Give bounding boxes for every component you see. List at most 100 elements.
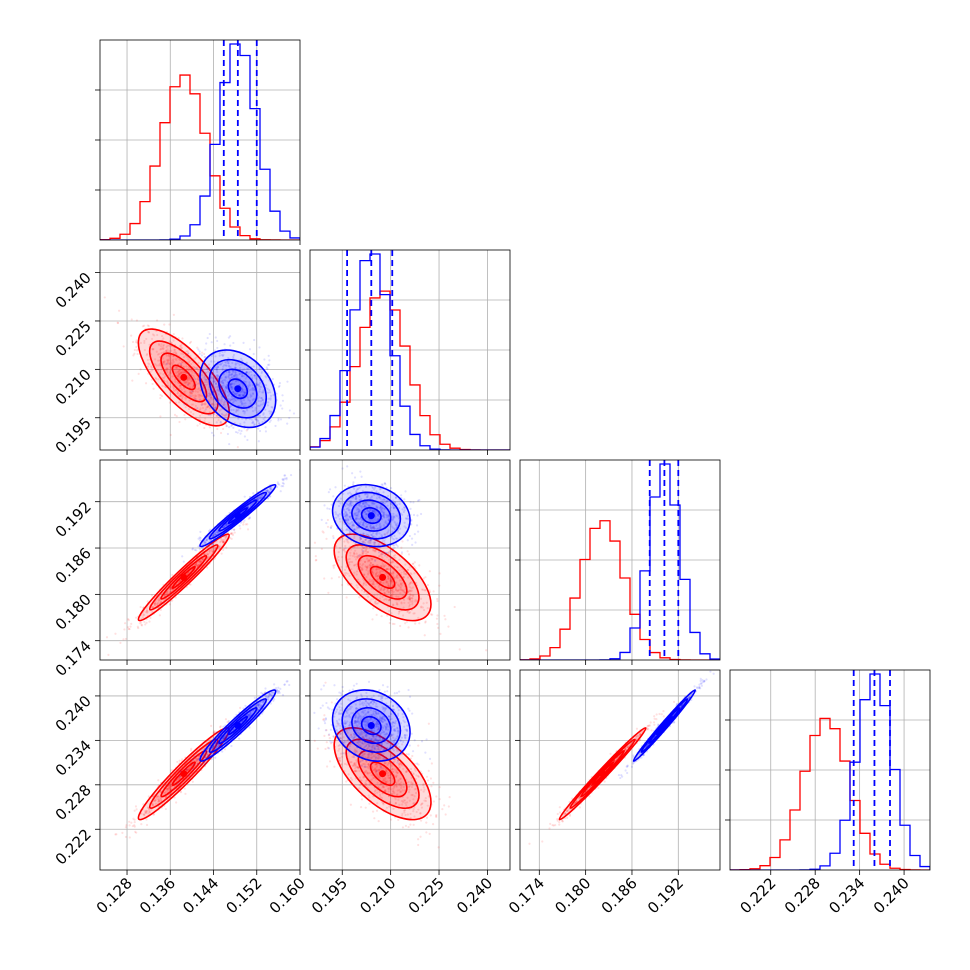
- scatter-point: [204, 403, 207, 406]
- scatter-point: [144, 611, 148, 614]
- scatter-point: [265, 489, 268, 493]
- scatter-point: [219, 363, 222, 366]
- scatter-point: [197, 348, 200, 351]
- scatter-point: [367, 570, 370, 573]
- scatter-point: [208, 544, 211, 547]
- scatter-point: [222, 548, 225, 552]
- scatter-point: [204, 417, 207, 420]
- scatter-point: [128, 627, 131, 631]
- scatter-point: [338, 517, 341, 521]
- scatter-point: [382, 491, 385, 494]
- scatter-point: [368, 566, 372, 569]
- scatter-point: [365, 575, 368, 579]
- scatter-point: [393, 520, 396, 524]
- scatter-point: [349, 511, 352, 514]
- scatter-point: [352, 522, 355, 525]
- scatter-point: [351, 523, 354, 526]
- scatter-point: [395, 514, 398, 517]
- scatter-point: [236, 446, 239, 449]
- scatter-point: [395, 575, 398, 578]
- scatter-point: [166, 590, 169, 593]
- scatter-point: [394, 586, 397, 589]
- scatter-point: [366, 509, 369, 512]
- scatter-point: [136, 625, 139, 628]
- scatter-point: [195, 563, 198, 566]
- scatter-point: [194, 563, 198, 567]
- scatter-point: [259, 385, 263, 389]
- panels-layer: 0.1950.2100.2250.2400.1740.1800.1860.192…: [52, 39, 931, 917]
- scatter-point: [223, 389, 226, 392]
- scatter-point: [485, 649, 488, 652]
- scatter-point: [229, 536, 232, 540]
- scatter-point: [377, 514, 380, 517]
- scatter-point: [371, 568, 374, 571]
- scatter-point: [278, 483, 281, 486]
- scatter-point: [378, 532, 381, 535]
- scatter-point: [197, 560, 201, 563]
- scatter-point: [348, 508, 351, 512]
- scatter-point: [242, 399, 246, 402]
- scatter-point: [340, 536, 343, 539]
- scatter-point: [204, 378, 207, 381]
- scatter-point: [361, 568, 364, 571]
- scatter-point: [288, 409, 291, 412]
- scatter-point: [229, 373, 233, 376]
- scatter-point: [378, 488, 382, 491]
- scatter-point: [243, 435, 247, 438]
- scatter-point: [403, 572, 406, 576]
- scatter-point: [197, 382, 201, 385]
- scatter-point: [368, 542, 371, 545]
- scatter-point: [234, 366, 237, 369]
- scatter-point: [368, 509, 372, 512]
- scatter-point: [181, 370, 184, 374]
- scatter-point: [406, 550, 409, 553]
- scatter-point: [251, 392, 255, 395]
- scatter-point: [381, 556, 384, 559]
- scatter-point: [230, 408, 233, 412]
- scatter-point: [411, 562, 414, 565]
- scatter-point: [207, 370, 210, 373]
- scatter-point: [382, 511, 385, 515]
- scatter-point: [124, 826, 128, 829]
- scatter-point: [183, 413, 186, 417]
- scatter-point: [147, 331, 151, 334]
- hist-panel-2: [515, 459, 721, 665]
- scatter-point: [223, 360, 227, 364]
- scatter-point: [180, 371, 183, 375]
- scatter-point: [352, 524, 356, 527]
- scatter-point: [172, 386, 175, 389]
- scatter-point: [162, 376, 165, 380]
- scatter-point: [177, 374, 180, 378]
- scatter-point: [218, 399, 221, 402]
- scatter-point: [372, 597, 375, 601]
- scatter-point: [364, 583, 368, 586]
- scatter-point: [229, 385, 232, 388]
- scatter-point: [351, 554, 354, 558]
- scatter-point: [251, 420, 255, 423]
- scatter-point: [178, 420, 181, 424]
- scatter-point: [182, 394, 185, 398]
- scatter-point: [188, 371, 191, 375]
- scatter-point: [258, 368, 262, 371]
- scatter-point: [378, 495, 381, 499]
- scatter-point: [213, 534, 216, 537]
- scatter-point: [387, 577, 390, 580]
- scatter-point: [201, 559, 204, 562]
- scatter-point: [353, 528, 356, 531]
- density-peak-series-1: [367, 512, 375, 520]
- scatter-point: [410, 581, 413, 584]
- scatter-point: [379, 504, 382, 507]
- scatter-point: [230, 373, 234, 376]
- scatter-point: [346, 540, 349, 543]
- scatter-point: [171, 375, 174, 378]
- scatter-point: [174, 357, 177, 360]
- scatter-point: [224, 387, 227, 390]
- scatter-point: [412, 562, 415, 565]
- scatter-point: [399, 624, 402, 628]
- scatter-point: [226, 390, 230, 394]
- scatter-point: [362, 501, 365, 505]
- scatter-point: [217, 416, 220, 419]
- scatter-point: [389, 502, 392, 505]
- scatter-point: [208, 421, 211, 425]
- scatter-point: [223, 525, 226, 529]
